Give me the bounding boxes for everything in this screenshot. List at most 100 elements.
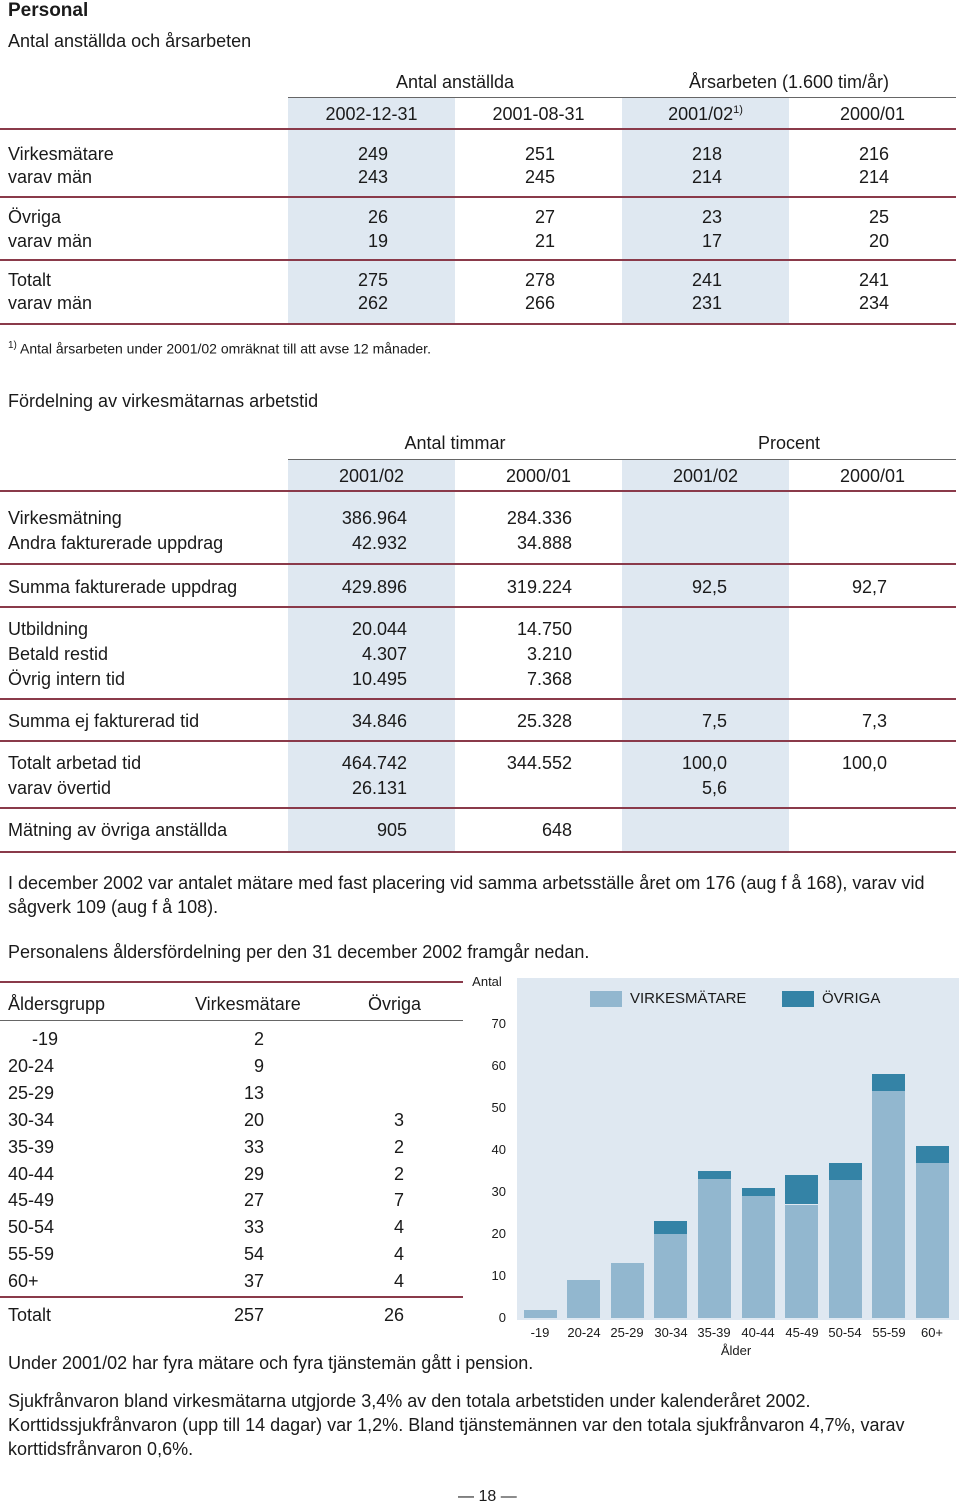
staff-cell: 17 — [701, 231, 722, 251]
worktime-row-label: Virkesmätning — [8, 508, 122, 528]
worktime-cell: 344.552 — [506, 753, 572, 773]
bar-ovriga — [654, 1221, 687, 1234]
worktime-cell: 464.742 — [341, 753, 407, 773]
age-total-v: 257 — [233, 1305, 264, 1325]
staff-cell: 26 — [367, 207, 388, 227]
worktime-row-label: Övrig intern tid — [8, 669, 126, 689]
worktime-cell: 284.336 — [506, 508, 572, 528]
worktime-cell: 386.964 — [341, 508, 407, 528]
worktime-cell: 4.307 — [361, 644, 407, 664]
section-title: Personal — [8, 0, 89, 21]
y-tick-label: 60 — [491, 1058, 506, 1073]
legend-swatch-ovriga — [782, 991, 814, 1007]
bar-ovriga — [785, 1175, 818, 1204]
staff-cell: 241 — [691, 270, 722, 290]
worktime-cell: 14.750 — [516, 619, 572, 639]
staff-cell: 214 — [691, 167, 722, 187]
x-category-label: 25-29 — [610, 1325, 644, 1340]
staff-cell: 27 — [534, 207, 555, 227]
age-ovriga: 4 — [393, 1271, 404, 1291]
staff-cell: 23 — [701, 207, 722, 227]
x-category-label: 35-39 — [697, 1325, 731, 1340]
worktime-row-label: Summa ej fakturerad tid — [8, 711, 200, 731]
staff-row-label: varav män — [8, 167, 93, 187]
staff-cell: 245 — [524, 167, 555, 187]
worktime-col-header: 2001/02 — [672, 466, 739, 486]
age-virkesmatare: 33 — [243, 1137, 264, 1157]
bar-virkesmatare — [742, 1196, 775, 1318]
staff-cell: 249 — [357, 144, 388, 164]
worktime-cell: 3.210 — [526, 644, 572, 664]
staff-cell: 19 — [367, 231, 388, 251]
bar-virkesmatare — [698, 1179, 731, 1318]
y-tick-label: 70 — [491, 1016, 506, 1031]
worktime-cell: 20.044 — [351, 619, 407, 639]
age-group: 45-49 — [8, 1190, 55, 1210]
y-tick-label: 20 — [491, 1226, 506, 1241]
chart-y-label: Antal — [472, 974, 502, 989]
age-virkesmatare: 33 — [243, 1217, 264, 1237]
worktime-row-label: Mätning av övriga anställda — [8, 820, 228, 840]
worktime-cell: 25.328 — [516, 711, 572, 731]
staff-cell: 216 — [858, 144, 889, 164]
age-col-header: Virkesmätare — [195, 994, 301, 1014]
legend-label-virkesmatare: VIRKESMÄTARE — [630, 990, 747, 1007]
age-group: 30-34 — [8, 1110, 55, 1130]
staff-cell: 218 — [691, 144, 722, 164]
staff-group-header-employees: Antal anställda — [395, 72, 515, 92]
age-group: 50-54 — [8, 1217, 55, 1237]
bar-virkesmatare — [872, 1091, 905, 1318]
worktime-cell: 429.896 — [341, 577, 407, 597]
x-category-label: -19 — [530, 1325, 550, 1340]
y-tick-label: 30 — [491, 1184, 506, 1199]
age-col-header: Övriga — [368, 994, 422, 1014]
staff-cell: 251 — [524, 144, 555, 164]
worktime-cell: 5,6 — [701, 778, 727, 798]
worktime-cell: 10.495 — [351, 669, 407, 689]
staff-cell: 241 — [858, 270, 889, 290]
age-virkesmatare: 20 — [243, 1110, 264, 1130]
age-ovriga: 7 — [393, 1190, 404, 1210]
x-category-label: 50-54 — [828, 1325, 862, 1340]
staff-cell: 20 — [868, 231, 889, 251]
staff-group-header-workyears: Årsarbeten (1.600 tim/år) — [688, 72, 890, 92]
bar-virkesmatare — [611, 1263, 644, 1318]
age-col-header: Åldersgrupp — [8, 994, 106, 1014]
worktime-cell: 905 — [376, 820, 407, 840]
bar-ovriga — [698, 1171, 731, 1179]
worktime-row-label: varav övertid — [8, 778, 112, 798]
worktime-group-header-hours: Antal timmar — [404, 433, 506, 453]
age-virkesmatare: 13 — [243, 1083, 264, 1103]
age-group: 25-29 — [8, 1083, 55, 1103]
age-virkesmatare: 27 — [243, 1190, 264, 1210]
worktime-row-label: Summa fakturerade uppdrag — [8, 577, 238, 597]
staff-cell: 21 — [534, 231, 555, 251]
worktime-cell: 648 — [541, 820, 572, 840]
staff-cell: 243 — [357, 167, 388, 187]
age-group: 40-44 — [8, 1164, 55, 1184]
worktime-cell: 34.888 — [516, 533, 572, 553]
y-tick-label: 40 — [491, 1142, 506, 1157]
bar-virkesmatare — [567, 1280, 600, 1318]
age-ovriga: 2 — [393, 1137, 404, 1157]
worktime-cell: 92,5 — [691, 577, 727, 597]
bar-virkesmatare — [654, 1234, 687, 1318]
page-number: — 18 — — [458, 1488, 517, 1505]
bar-virkesmatare — [829, 1179, 862, 1318]
bar-virkesmatare — [785, 1205, 818, 1318]
age-group: 20-24 — [8, 1056, 55, 1076]
staff-col-header: 2001/021) — [668, 104, 743, 124]
staff-cell: 25 — [868, 207, 889, 227]
x-category-label: 55-59 — [872, 1325, 906, 1340]
bar-virkesmatare — [524, 1310, 557, 1318]
age-group: 35-39 — [8, 1137, 55, 1157]
worktime-cell: 319.224 — [506, 577, 572, 597]
worktime-row-label: Utbildning — [8, 619, 89, 639]
worktime-cell: 100,0 — [681, 753, 727, 773]
worktime-cell: 34.846 — [351, 711, 407, 731]
worktime-cell: 26.131 — [351, 778, 407, 798]
x-category-label: 20-24 — [567, 1325, 601, 1340]
age-total-label: Totalt — [8, 1305, 52, 1325]
staff-cell: 231 — [691, 293, 722, 313]
age-ovriga: 4 — [393, 1217, 404, 1237]
